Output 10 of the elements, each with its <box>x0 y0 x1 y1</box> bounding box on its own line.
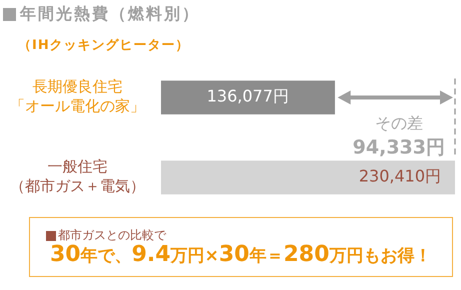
data-label: 136,077円 <box>206 86 289 106</box>
annotation: 94,333円 <box>352 136 445 158</box>
chart-title: 年間光熱費（燃料別） <box>20 4 200 25</box>
y-tick-label: 一般住宅（都市ガス＋電気） <box>10 158 145 196</box>
text: 30年で、9.4万円×30年＝280万円もお得！ <box>50 242 432 267</box>
y-tick-label: 長期優良住宅「オール電化の家」 <box>10 78 145 116</box>
annotation: その差 <box>374 114 423 133</box>
data-label: 230,410円 <box>358 166 441 186</box>
text: 都市ガスとの比較で <box>58 227 166 244</box>
chart-subtitle: （IHクッキングヒーター） <box>18 37 190 54</box>
